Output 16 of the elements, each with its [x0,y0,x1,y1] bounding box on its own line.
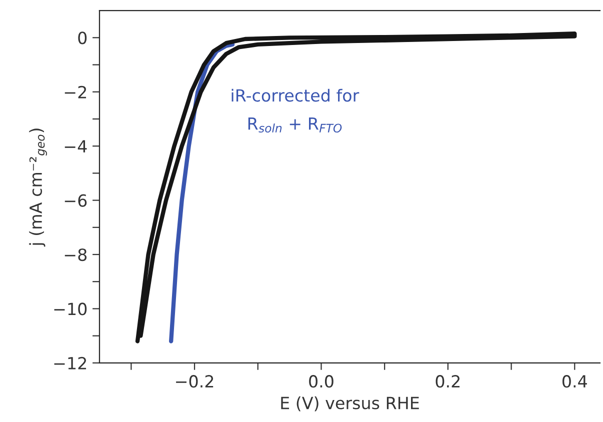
annotation: iR-corrected for [232,88,360,102]
y-tick-label: −8 [64,248,87,262]
y-tick-label: −6 [64,194,87,207]
x-axis-title: E (V) versus RHE [281,396,419,412]
line-series [135,32,577,344]
x-tick-label: 0.0 [309,375,334,388]
x-tick-label: 0.2 [436,375,460,388]
y-tick-label: −4 [64,140,87,152]
x-tick-label: −0.2 [176,375,214,388]
y-tick-label: 0 [78,32,87,44]
y-tick-label: −2 [64,86,86,98]
y-tick-label: −10 [54,302,87,316]
y-axis-title: j (mA cm⁻²$_{geo}$) [29,128,47,247]
annotation: R$_{soln}$ + R$_{FTO}$ [248,118,342,133]
y-tick-label: −12 [54,356,86,370]
x-tick-label: 0.4 [562,375,587,388]
